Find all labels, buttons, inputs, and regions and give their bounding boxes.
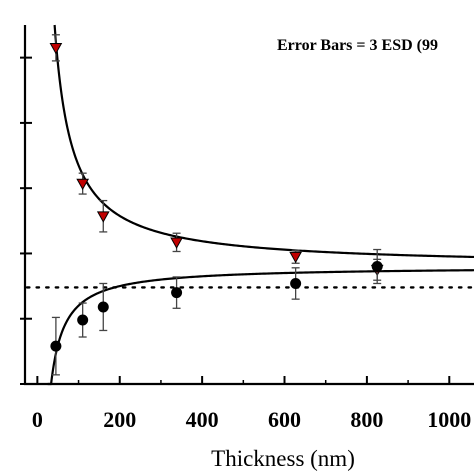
data-point bbox=[96, 211, 110, 223]
data-point bbox=[289, 251, 302, 264]
data-point bbox=[77, 314, 89, 326]
data-point bbox=[371, 261, 383, 273]
data-point bbox=[76, 178, 90, 191]
data-point bbox=[50, 340, 62, 352]
data-point bbox=[170, 237, 183, 249]
fit-curve bbox=[53, 24, 474, 259]
data-point bbox=[171, 287, 183, 299]
x-tick-label: 800 bbox=[350, 407, 383, 432]
x-tick-label: 400 bbox=[186, 407, 219, 432]
data-point bbox=[290, 277, 302, 289]
x-tick-label: 1000 bbox=[427, 407, 471, 432]
plot-area: 0 200 400 600 800 1000 bbox=[20, 24, 474, 432]
x-tick-label: 200 bbox=[103, 407, 136, 432]
data-point bbox=[49, 42, 63, 55]
error-bar-annotation: Error Bars = 3 ESD (99 bbox=[277, 37, 438, 54]
fit-curve bbox=[47, 269, 474, 386]
x-tick-label: 0 bbox=[32, 407, 43, 432]
x-axis-label: Thickness (nm) bbox=[211, 446, 355, 471]
x-tick-label: 600 bbox=[268, 407, 301, 432]
data-point bbox=[97, 301, 109, 313]
